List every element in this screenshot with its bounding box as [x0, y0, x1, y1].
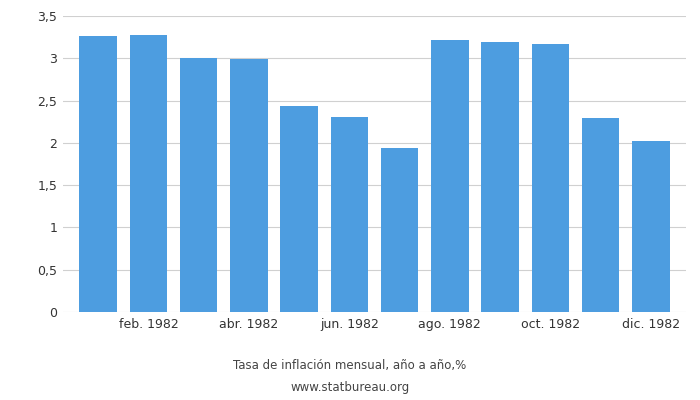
Bar	[431, 40, 469, 312]
Text: Tasa de inflación mensual, año a año,%: Tasa de inflación mensual, año a año,%	[233, 360, 467, 372]
Bar	[280, 106, 318, 312]
Bar	[180, 58, 218, 312]
Bar	[230, 59, 267, 312]
Bar	[482, 42, 519, 312]
Bar	[531, 44, 569, 312]
Bar	[632, 141, 670, 312]
Bar	[582, 118, 620, 312]
Bar	[130, 35, 167, 312]
Bar	[381, 148, 419, 312]
Text: www.statbureau.org: www.statbureau.org	[290, 382, 410, 394]
Bar	[330, 118, 368, 312]
Bar	[79, 36, 117, 312]
